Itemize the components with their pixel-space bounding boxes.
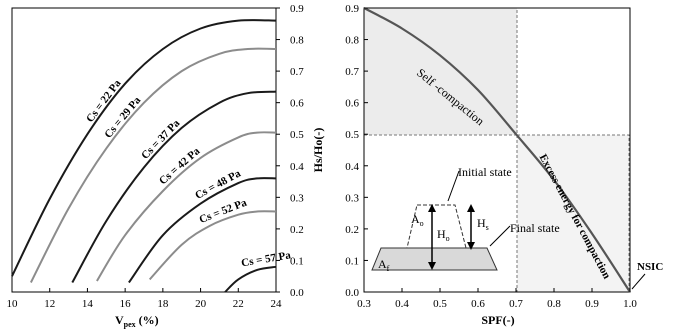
left-x-tick-label: 12 [44,298,55,310]
right-y-tick-label: 0.8 [345,35,359,47]
right-y-ticks: 0.0 0.1 0.2 0.3 0.4 0.5 0.6 0.7 0.8 0.9 [345,3,368,299]
left-series-line-1 [11,19,277,277]
right-x-tick-label: 0.3 [357,298,371,310]
left-series-line-6 [148,210,277,281]
left-series-line-4 [96,131,277,282]
right-x-axis-label: SPF(-) [481,313,514,327]
left-y-tick-label: 0.1 [290,255,304,267]
final-state-label: Final state [510,221,560,235]
left-x-axis-label: Vpex (%) [115,313,159,329]
final-state-pointer [489,225,511,247]
left-chart: 10 12 14 16 18 20 22 24 0.00.10.20.30.40.50.60.… [7,3,305,329]
left-x-tick-label: 20 [195,298,207,310]
right-y-axis-label: Hs/Ho(-) [311,128,325,173]
initial-state-shape [406,204,467,249]
right-y-tick-label: 0.6 [345,98,359,110]
left-y-ticks: 0.0 0.1 0.2 0.3 0.4 0.5 0.6 0.7 0.8 0.9 [276,3,304,299]
nsic-pointer [631,273,646,290]
right-y-tick-label: 0.7 [345,66,359,78]
right-x-tick-label: 0.4 [395,298,409,310]
right-chart: 0.3 0.4 0.5 0.6 0.7 0.8 0.9 1.0 0.0 0.1 0.2 0.3 0.4… [311,3,663,327]
left-y-tick-label: 0.9 [290,3,304,15]
right-plot-frame [363,7,631,293]
right-x-tick-label: 0.7 [509,298,523,310]
left-x-tick-label: 22 [233,298,244,310]
right-x-tick-label: 0.6 [471,298,485,310]
right-x-tick-label: 1.0 [623,298,637,310]
right-y-tick-label: 0.1 [345,255,359,267]
right-x-ticks: 0.3 0.4 0.5 0.6 0.7 0.8 0.9 1.0 [357,288,637,310]
left-x-tick-label: 18 [157,298,169,310]
right-x-tick-label: 0.5 [433,298,447,310]
left-curves [11,19,277,293]
right-series-line [363,7,631,293]
a-o-label: Ao [411,212,424,228]
left-x-tick-label: 10 [7,298,19,310]
left-y-tick-label: 0.5 [290,129,304,141]
left-x-ticks: 10 12 14 16 18 20 22 24 [7,288,283,310]
left-series-line-3 [71,90,277,283]
final-state-shape [371,247,498,271]
left-y-tick-label: 0.8 [290,35,304,47]
h-s-arrow-head-bottom [467,242,475,250]
left-x-tick-label: 16 [120,298,132,310]
left-y-tick-label: 0.4 [290,161,304,173]
h-s-arrow-head-top [467,204,475,212]
left-plot-frame [11,7,277,293]
left-x-tick-label: 24 [271,298,283,310]
right-y-tick-label: 0.5 [345,129,359,141]
initial-state-label: Initial state [458,165,512,179]
left-x-tick-label: 14 [82,298,94,310]
left-y-tick-label: 0.3 [290,192,304,204]
left-series-line-7 [224,265,277,293]
self-compaction-region [363,7,518,136]
h-o-label: Ho [437,227,450,243]
excess-energy-region [516,134,630,293]
right-y-tick-label: 0.4 [345,161,359,173]
right-y-tick-label: 0.9 [345,3,359,15]
a-f-label: Af [378,257,390,273]
left-y-tick-label: 0.6 [290,98,304,110]
left-series-label-4: Cs = 42 Pa [157,145,203,187]
left-y-tick-label: 0.2 [290,224,304,236]
nsic-label: NSIC [637,261,663,273]
right-y-tick-label: 0.0 [345,287,359,299]
h-o-arrow-head-top [428,204,436,212]
left-series-label-7: Cs = 57 Pa [240,249,292,269]
left-y-tick-label: 0.0 [290,287,304,299]
right-y-tick-label: 0.2 [345,224,359,236]
compaction-schematic: Ao Ho Hs Af Initial state Final state [371,165,560,273]
h-o-arrow-head-bottom [428,262,436,270]
right-curves [363,7,631,293]
left-series-line-5 [128,177,277,284]
left-series-label-3: Cs = 37 Pa [139,117,183,162]
left-series-line-2 [30,47,277,283]
left-y-tick-label: 0.7 [290,66,304,78]
right-y-tick-label: 0.3 [345,192,359,204]
h-s-label: Hs [477,216,489,232]
right-x-tick-label: 0.9 [585,298,599,310]
right-x-tick-label: 0.8 [547,298,561,310]
initial-state-pointer [447,170,460,202]
